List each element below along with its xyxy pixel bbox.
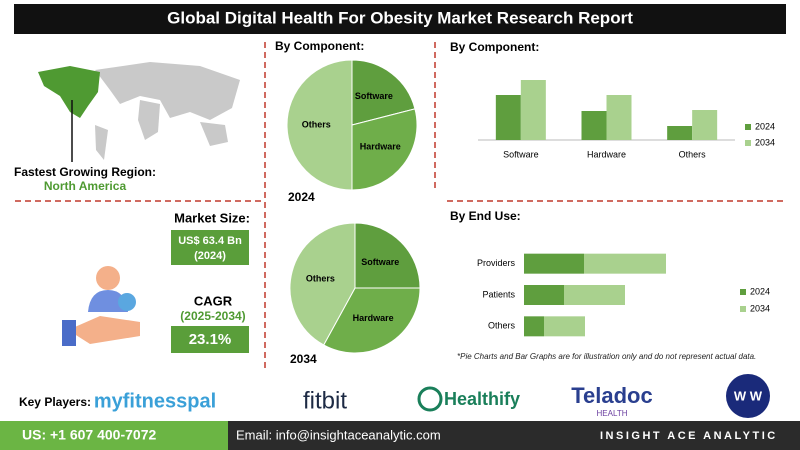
bar — [520, 80, 546, 140]
chart-title: By End Use: — [450, 209, 521, 223]
x-tick-label: Software — [503, 149, 539, 159]
legend-label: 2024 — [755, 121, 775, 131]
bar — [564, 285, 625, 305]
key-players-label: Key Players: — [19, 395, 91, 409]
y-tick-label: Patients — [482, 289, 515, 299]
pie-slice — [351, 108, 418, 191]
slice-label: Hardware — [353, 313, 394, 323]
player-logo-sub: HEALTH — [597, 409, 628, 418]
legend-label: 2024 — [750, 286, 770, 296]
bar — [584, 253, 666, 274]
footnote: *Pie Charts and Bar Graphs are for illus… — [457, 352, 756, 361]
slice-label: Others — [306, 273, 335, 283]
bar — [692, 110, 718, 140]
cagr-label: CAGR — [194, 293, 233, 308]
legend-label: 2034 — [750, 303, 770, 313]
bar — [581, 111, 607, 140]
player-icon — [417, 386, 443, 412]
region-label: Fastest Growing Region: — [14, 165, 156, 179]
person-icon — [62, 266, 140, 346]
pie-year: 2034 — [290, 352, 317, 366]
brand: INSIGHT ACE ANALYTIC — [600, 430, 778, 442]
legend-swatch — [740, 306, 746, 312]
pie-slice — [286, 59, 353, 191]
chart-title: By Component: — [450, 40, 539, 54]
region: North America — [44, 179, 127, 193]
bar — [524, 285, 564, 305]
player-logo: Healthify — [444, 389, 520, 409]
slice-label: Others — [302, 119, 331, 129]
pie-slice — [289, 222, 356, 346]
player-icon — [726, 374, 770, 418]
market-size-box — [171, 230, 249, 265]
legend-swatch — [745, 124, 751, 130]
slice-label: Software — [361, 257, 399, 267]
market-size-label: Market Size: — [174, 210, 250, 225]
cagr-box — [171, 326, 249, 353]
footer-bar — [228, 421, 800, 450]
legend-swatch — [740, 289, 746, 295]
player-logo: myfitnesspal — [94, 390, 216, 412]
pie-slice — [354, 222, 421, 289]
bar — [667, 126, 693, 140]
x-tick-label: Others — [679, 149, 707, 159]
pie-year: 2024 — [288, 190, 315, 204]
slice-label: Software — [355, 91, 393, 101]
email: Email: info@insightaceanalytic.com — [236, 427, 441, 442]
x-tick-label: Hardware — [587, 149, 626, 159]
player-logo: W W — [734, 388, 763, 403]
player-logo: Teladoc — [571, 383, 653, 408]
chart-title: By Component: — [275, 39, 364, 53]
cagr-period: (2025-2034) — [180, 309, 245, 323]
market-size-year: (2024) — [194, 250, 226, 262]
phone: US: +1 607 400-7072 — [22, 427, 156, 443]
bar — [495, 95, 521, 140]
bar — [524, 316, 544, 337]
pie-slice — [323, 287, 421, 354]
bar — [544, 316, 585, 337]
phone-bar — [0, 421, 228, 450]
page-title: Global Digital Health For Obesity Market… — [167, 8, 633, 27]
y-tick-label: Others — [488, 321, 516, 331]
world-map — [38, 62, 240, 162]
legend-label: 2034 — [755, 137, 775, 147]
pie-slice — [351, 59, 416, 126]
y-tick-label: Providers — [477, 258, 516, 268]
slice-label: Hardware — [360, 141, 401, 151]
cagr-value: 23.1% — [189, 331, 232, 348]
bar — [524, 253, 584, 274]
player-logo: fitbit — [303, 387, 347, 414]
market-size-value: US$ 63.4 Bn — [178, 235, 242, 247]
legend-swatch — [745, 140, 751, 146]
bar — [606, 95, 632, 140]
title-bar — [14, 4, 786, 34]
